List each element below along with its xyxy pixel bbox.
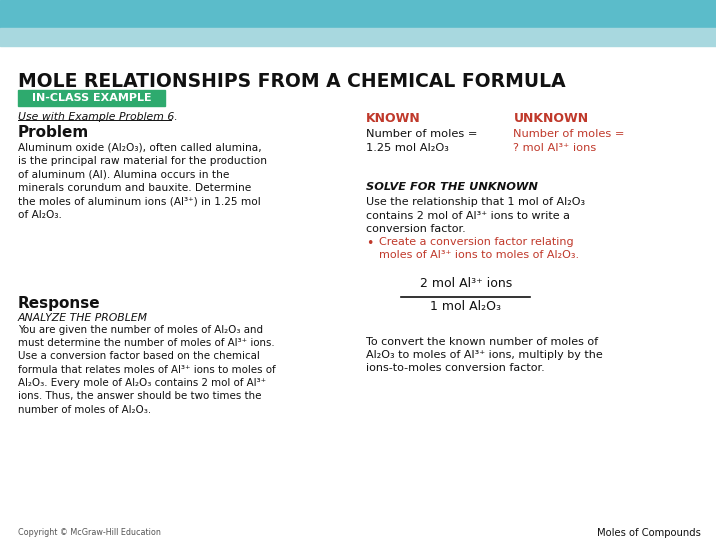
Text: UNKNOWN: UNKNOWN [513, 112, 588, 125]
Text: Use with Example Problem 6.: Use with Example Problem 6. [18, 112, 178, 122]
Bar [0, 28, 716, 46]
Text: Copyright © McGraw-Hill Education: Copyright © McGraw-Hill Education [18, 528, 161, 537]
Text: Response: Response [18, 296, 101, 310]
Text: Use the relationship that 1 mol of Al₂O₃
contains 2 mol of Al³⁺ ions to write a
: Use the relationship that 1 mol of Al₂O₃… [366, 197, 585, 234]
Text: IN-CLASS EXAMPLE: IN-CLASS EXAMPLE [32, 93, 151, 103]
Text: You are given the number of moles of Al₂O₃ and
must determine the number of mole: You are given the number of moles of Al₂… [18, 325, 276, 415]
Bar [0, 0, 716, 28]
Text: MOLE RELATIONSHIPS FROM A CHEMICAL FORMULA: MOLE RELATIONSHIPS FROM A CHEMICAL FORMU… [18, 72, 565, 91]
Text: Aluminum oxide (Al₂O₃), often called alumina,
is the principal raw material for : Aluminum oxide (Al₂O₃), often called alu… [18, 143, 267, 220]
Text: Number of moles =
1.25 mol Al₂O₃: Number of moles = 1.25 mol Al₂O₃ [366, 130, 477, 153]
Text: ANALYZE THE PROBLEM: ANALYZE THE PROBLEM [18, 313, 148, 323]
Text: 1 mol Al₂O₃: 1 mol Al₂O₃ [430, 300, 501, 313]
Text: 2 mol Al³⁺ ions: 2 mol Al³⁺ ions [420, 277, 512, 290]
Text: •: • [366, 237, 374, 250]
Text: Problem: Problem [18, 125, 89, 140]
Text: Number of moles =
? mol Al³⁺ ions: Number of moles = ? mol Al³⁺ ions [513, 130, 625, 153]
Text: KNOWN: KNOWN [366, 112, 421, 125]
Text: Moles of Compounds: Moles of Compounds [597, 528, 701, 538]
Text: To convert the known number of moles of
Al₂O₃ to moles of Al³⁺ ions, multiply by: To convert the known number of moles of … [366, 336, 603, 373]
Bar [18, 90, 165, 105]
Text: Create a conversion factor relating
moles of Al³⁺ ions to moles of Al₂O₃.: Create a conversion factor relating mole… [379, 237, 579, 260]
Text: SOLVE FOR THE UNKNOWN: SOLVE FOR THE UNKNOWN [366, 182, 538, 192]
